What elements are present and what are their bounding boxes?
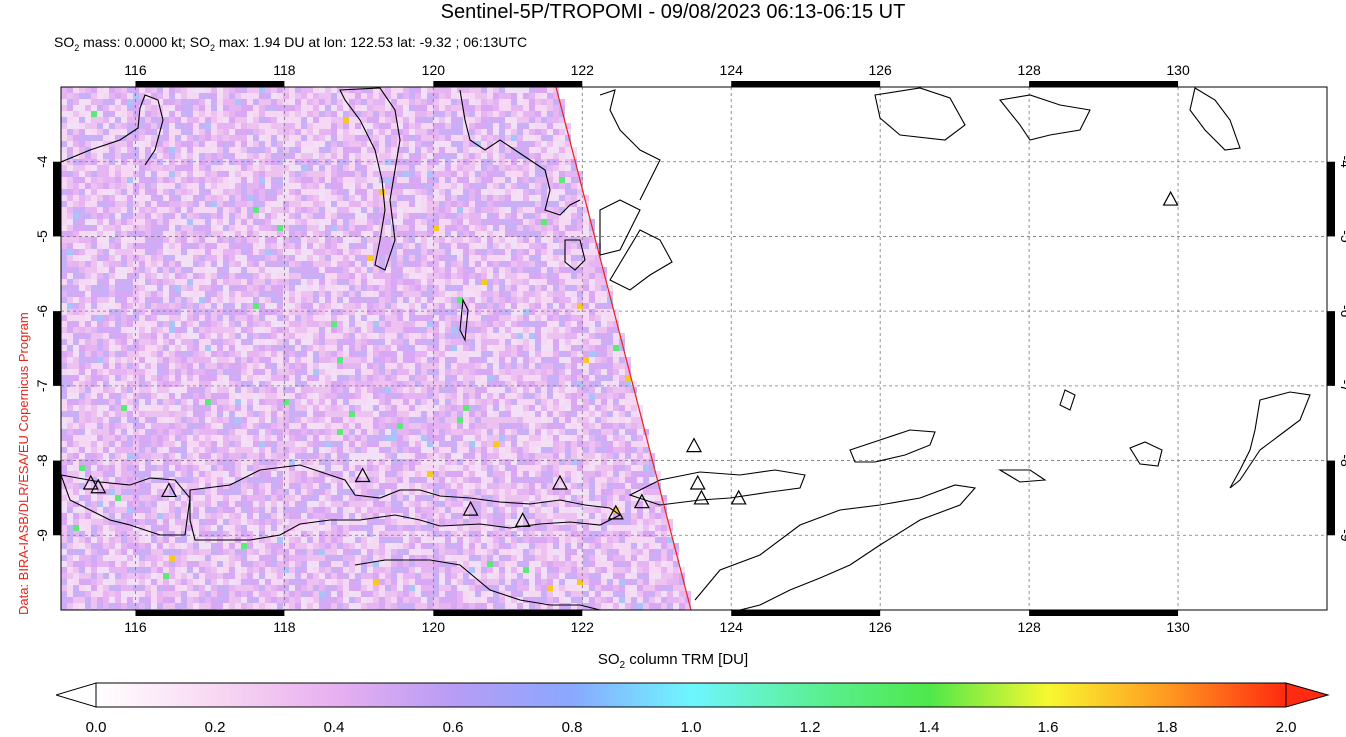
lon-tick-label-bottom: 130	[1166, 619, 1190, 635]
border-bar-right	[1327, 161, 1335, 237]
lon-tick-label-top: 126	[868, 62, 892, 78]
swath-edge-line	[555, 86, 692, 611]
map-subtitle: SO2 mass: 0.0000 kt; SO2 max: 1.94 DU at…	[54, 34, 528, 53]
border-bar-bottom	[135, 610, 285, 616]
lat-tick-label-left: -9	[34, 529, 50, 542]
volcano-icon	[633, 493, 650, 509]
colorbar-tick-label: 2.0	[1275, 719, 1297, 736]
colorbar-tick-label: 1.6	[1037, 719, 1059, 736]
lat-tick-label-left: -8	[34, 454, 50, 467]
lat-tick-label-left: -7	[34, 379, 50, 392]
map-title: Sentinel-5P/TROPOMI - 09/08/2023 06:13-0…	[440, 1, 906, 23]
so2-swath	[61, 87, 691, 610]
colorbar-caption: SO2 column TRM [DU]	[597, 651, 749, 671]
border-bar-left	[53, 311, 61, 386]
colorbar-tick-label: 0.6	[442, 719, 464, 736]
lon-tick-label-bottom: 128	[1017, 619, 1041, 635]
colorbar-tick-label: 1.8	[1156, 719, 1178, 736]
lon-tick-label-top: 122	[571, 62, 595, 78]
colorbar-tick-label: 1.4	[918, 719, 940, 736]
volcano-icon	[160, 482, 177, 498]
border-bar-right	[1327, 460, 1335, 536]
lat-tick-label-right: -8	[1338, 454, 1346, 467]
border-bar-left	[53, 460, 61, 536]
border-bar-top	[135, 81, 285, 87]
lat-tick-label-right: -4	[1338, 155, 1346, 168]
lon-tick-label-top: 124	[720, 62, 744, 78]
colorbar-high-arrow	[1285, 682, 1330, 708]
volcano-icon	[730, 489, 747, 505]
grid-lines	[61, 87, 1327, 610]
colorbar-gradient	[95, 682, 1287, 708]
volcano-icon	[1162, 190, 1179, 206]
axis-border-bars	[53, 81, 1335, 616]
colorbar-tick-label: 0.4	[323, 719, 345, 736]
volcano-icon	[685, 437, 703, 453]
volcano-icon	[90, 478, 107, 494]
lat-tick-label-right: -6	[1338, 305, 1346, 318]
lat-tick-label-left: -6	[34, 305, 50, 318]
lon-tick-label-bottom: 120	[422, 619, 446, 635]
colorbar-tick-label: 0.0	[85, 719, 107, 736]
volcano-icon	[462, 500, 479, 516]
colorbar-tick-label: 1.0	[680, 719, 702, 736]
lon-tick-label-top: 128	[1017, 62, 1041, 78]
volcano-icon	[689, 474, 706, 490]
lon-tick-label-bottom: 126	[868, 619, 892, 635]
colorbar	[56, 682, 1330, 708]
border-bar-bottom	[731, 610, 881, 616]
lon-tick-label-top: 130	[1166, 62, 1190, 78]
axis-tick-labels: 116 116 118 118 120 120 122 122 124 124 126 126 128 1…	[34, 62, 1346, 635]
border-bar-top	[433, 81, 583, 87]
volcano-icon	[551, 474, 568, 490]
border-bar-top	[1029, 81, 1179, 87]
volcano-markers	[82, 190, 1179, 527]
lon-tick-label-bottom: 118	[273, 619, 296, 635]
lat-tick-label-right: -5	[1338, 230, 1346, 243]
border-bar-left	[53, 161, 61, 237]
colorbar-tick-label: 1.2	[799, 719, 821, 736]
volcano-icon	[693, 489, 710, 505]
volcano-icon	[82, 474, 99, 490]
colorbar-low-arrow	[56, 682, 97, 708]
border-bar-bottom	[1029, 610, 1179, 616]
lat-tick-label-right: -7	[1338, 380, 1346, 393]
lat-tick-label-left: -5	[34, 230, 50, 243]
border-bar-bottom	[433, 610, 583, 616]
lon-tick-label-bottom: 116	[124, 619, 147, 635]
lon-tick-label-bottom: 124	[720, 619, 744, 635]
volcano-icon	[354, 467, 371, 483]
lon-tick-label-top: 118	[273, 62, 296, 78]
lon-tick-label-top: 116	[124, 62, 147, 78]
lat-tick-label-left: -4	[34, 155, 50, 168]
lon-tick-label-bottom: 122	[571, 619, 595, 635]
coastlines	[61, 87, 1311, 610]
border-bar-right	[1327, 311, 1335, 386]
volcano-icon	[514, 512, 531, 527]
border-bar-top	[731, 81, 881, 87]
lat-tick-label-right: -9	[1338, 529, 1346, 542]
colorbar-tick-label: 0.2	[204, 719, 226, 736]
volcano-icon	[607, 504, 624, 520]
colorbar-tick-label: 0.8	[561, 719, 583, 736]
lon-tick-label-top: 120	[422, 62, 446, 78]
